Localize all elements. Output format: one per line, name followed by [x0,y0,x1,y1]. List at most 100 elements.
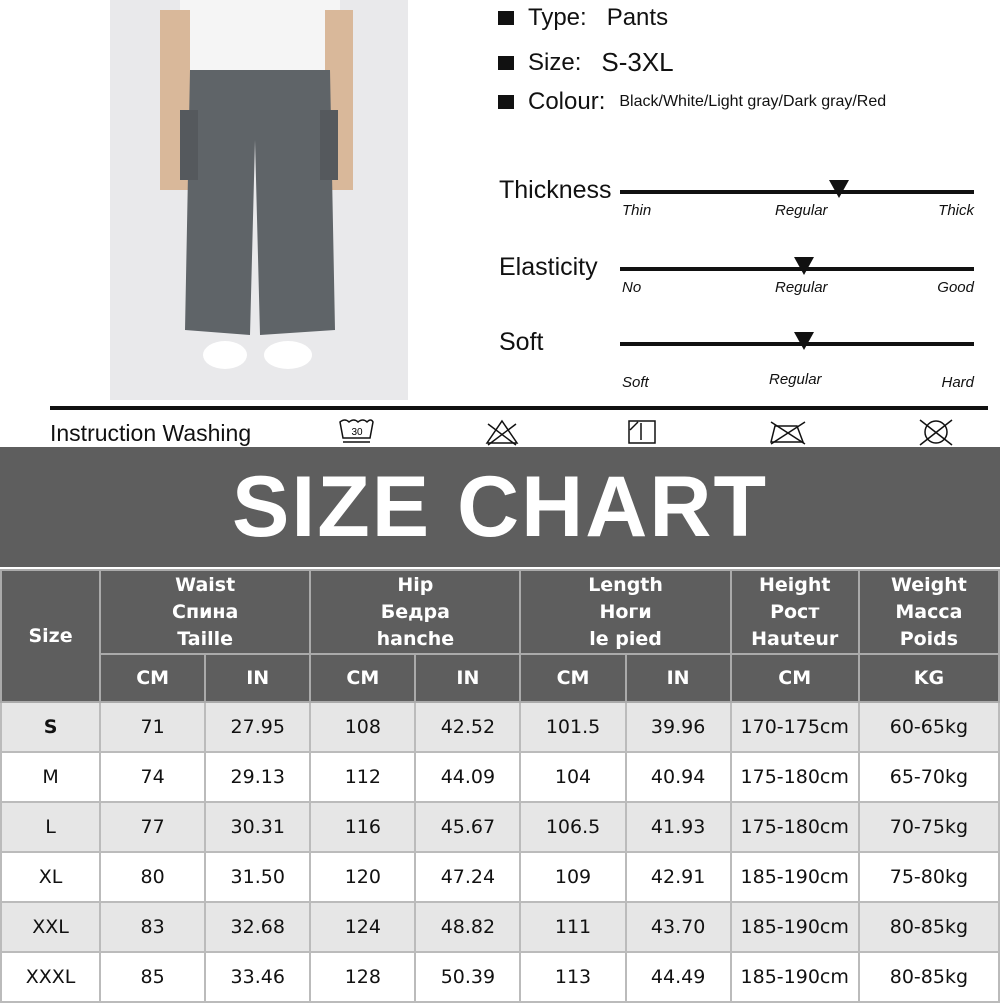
table-cell: 48.82 [414,901,522,953]
soft-scale [620,332,974,350]
size-cell: XL [0,851,102,903]
table-cell: 42.91 [624,851,732,903]
size-cell: XXXL [0,951,102,1003]
table-cell: 80-85kg [857,951,1000,1003]
table-cell: 30.31 [204,801,312,853]
product-photo [110,0,408,400]
unit-header: CM [99,653,207,703]
spec-size: Size: S-3XL [498,47,674,78]
header-line: Length [588,573,663,596]
table-row: S 71 27.95 108 42.52 101.5 39.96 170-175cm 60-65… [0,701,1000,753]
thickness-tick-mid: Regular [775,202,828,219]
washing-label: Instruction Washing [50,420,252,446]
header-line: hanche [376,627,455,650]
table-cell: 101.5 [519,701,627,753]
table-cell: 120 [309,851,417,903]
table-cell: 185-190cm [729,851,860,903]
unit-header: CM [729,653,860,703]
table-row: XXL 83 32.68 124 48.82 111 43.70 185-190cm 80-85… [0,901,1000,953]
header-line: Спина [172,600,239,623]
table-cell: 80 [99,851,207,903]
header-line: Poids [899,627,959,650]
table-cell: 112 [309,751,417,803]
elasticity-tick-high: Good [937,279,974,296]
size-cell: L [0,801,102,853]
dry-flat-icon [628,420,656,444]
table-cell: 60-65kg [857,701,1000,753]
size-header: Size [0,569,102,703]
table-cell: 109 [519,851,627,903]
soft-marker-icon [794,332,815,350]
table-cell: 41.93 [624,801,732,853]
thickness-scale [620,180,974,198]
soft-label: Soft [499,328,544,356]
header-line: Taille [177,627,234,650]
table-cell: 43.70 [624,901,732,953]
wash-30-icon: 30 [339,419,374,443]
table-cell: 124 [309,901,417,953]
table-cell: 33.46 [204,951,312,1003]
unit-header: KG [857,653,1000,703]
column-group-header: Hip Бедра hanche [309,569,522,655]
table-cell: 128 [309,951,417,1003]
header-line: Рост [770,600,820,623]
table-cell: 44.49 [624,951,732,1003]
table-cell: 85 [99,951,207,1003]
header-line: Ноги [599,600,652,623]
soft-tick-low: Soft [622,374,649,391]
table-cell: 31.50 [204,851,312,903]
table-cell: 74 [99,751,207,803]
column-group-header: Length Ноги le pied [519,569,732,655]
size-cell: M [0,751,102,803]
table-cell: 80-85kg [857,901,1000,953]
table-cell: 83 [99,901,207,953]
unit-header: CM [519,653,627,703]
svg-text:30: 30 [351,427,363,438]
table-cell: 71 [99,701,207,753]
column-group-header: Weight Масса Poids [857,569,1000,655]
header-line: Waist [175,573,236,596]
table-row: L 77 30.31 116 45.67 106.5 41.93 175-180cm 70-75… [0,801,1000,853]
unit-header: IN [204,653,312,703]
table-row: XL 80 31.50 120 47.24 109 42.91 185-190cm 75-80k… [0,851,1000,903]
spec-type: Type: Pants [498,4,668,32]
table-cell: 27.95 [204,701,312,753]
header-line: Weight [890,573,967,596]
unit-header: CM [309,653,417,703]
divider [50,406,988,410]
header-line: Hip [397,573,434,596]
do-not-dry-clean-icon [919,419,953,446]
table-cell: 65-70kg [857,751,1000,803]
header-line: Hauteur [751,627,839,650]
soft-tick-mid: Regular [769,371,822,388]
table-cell: 185-190cm [729,901,860,953]
table-cell: 175-180cm [729,801,860,853]
table-cell: 32.68 [204,901,312,953]
table-cell: 175-180cm [729,751,860,803]
thickness-tick-high: Thick [938,202,974,219]
table-cell: 50.39 [414,951,522,1003]
size-table: Size Waist Спина Taille Hip Бедра hanche Length… [0,569,1000,1003]
thickness-tick-low: Thin [622,202,652,219]
table-cell: 70-75kg [857,801,1000,853]
table-cell: 104 [519,751,627,803]
unit-header: IN [624,653,732,703]
elasticity-tick-mid: Regular [775,279,828,296]
elasticity-marker-icon [794,257,815,275]
do-not-iron-icon [770,421,806,445]
table-cell: 29.13 [204,751,312,803]
header-line: le pied [589,627,662,650]
size-cell: S [0,701,102,753]
spec-colour: Colour: Black/White/Light gray/Dark gray/… [498,88,886,116]
table-cell: 45.67 [414,801,522,853]
size-chart-banner: SIZE CHART [0,447,1000,567]
elasticity-scale [620,257,974,275]
table-row: M 74 29.13 112 44.09 104 40.94 175-180cm 65-70kg [0,751,1000,803]
table-cell: 47.24 [414,851,522,903]
header-line: Бедра [380,600,450,623]
table-cell: 108 [309,701,417,753]
size-cell: XXL [0,901,102,953]
table-row: XXXL 85 33.46 128 50.39 113 44.49 185-190cm 80-8… [0,951,1000,1003]
table-cell: 106.5 [519,801,627,853]
table-cell: 75-80kg [857,851,1000,903]
